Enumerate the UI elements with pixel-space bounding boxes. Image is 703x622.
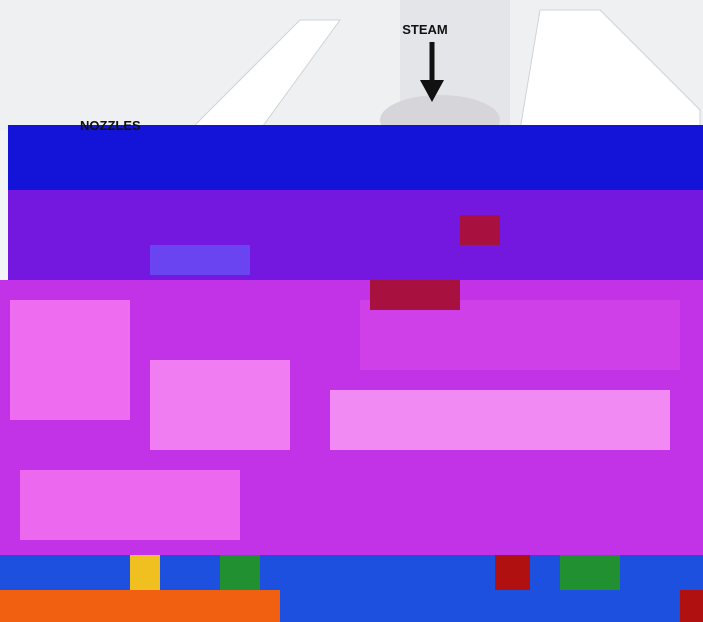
glitch-band <box>8 125 703 190</box>
glitch-band <box>8 190 703 280</box>
glitch-patch <box>150 245 250 275</box>
arrow-head <box>420 80 444 102</box>
glitch-patch <box>20 470 240 540</box>
nozzles-label: NOZZLES <box>80 118 141 133</box>
glitch-patch <box>360 300 680 370</box>
glitch-patch <box>220 555 260 590</box>
glitch-band <box>280 590 703 622</box>
glitch-patch <box>680 590 703 622</box>
glitch-patch <box>370 280 460 310</box>
glitch-patch <box>130 555 160 590</box>
glitch-band <box>0 590 280 622</box>
glitch-patch <box>10 300 130 420</box>
glitch-patch <box>495 555 530 590</box>
glitch-patch <box>330 390 670 450</box>
steam-label: STEAM <box>402 22 448 37</box>
glitch-patch <box>460 215 500 245</box>
glitch-patch <box>560 555 620 590</box>
glitch-patch <box>150 360 290 450</box>
